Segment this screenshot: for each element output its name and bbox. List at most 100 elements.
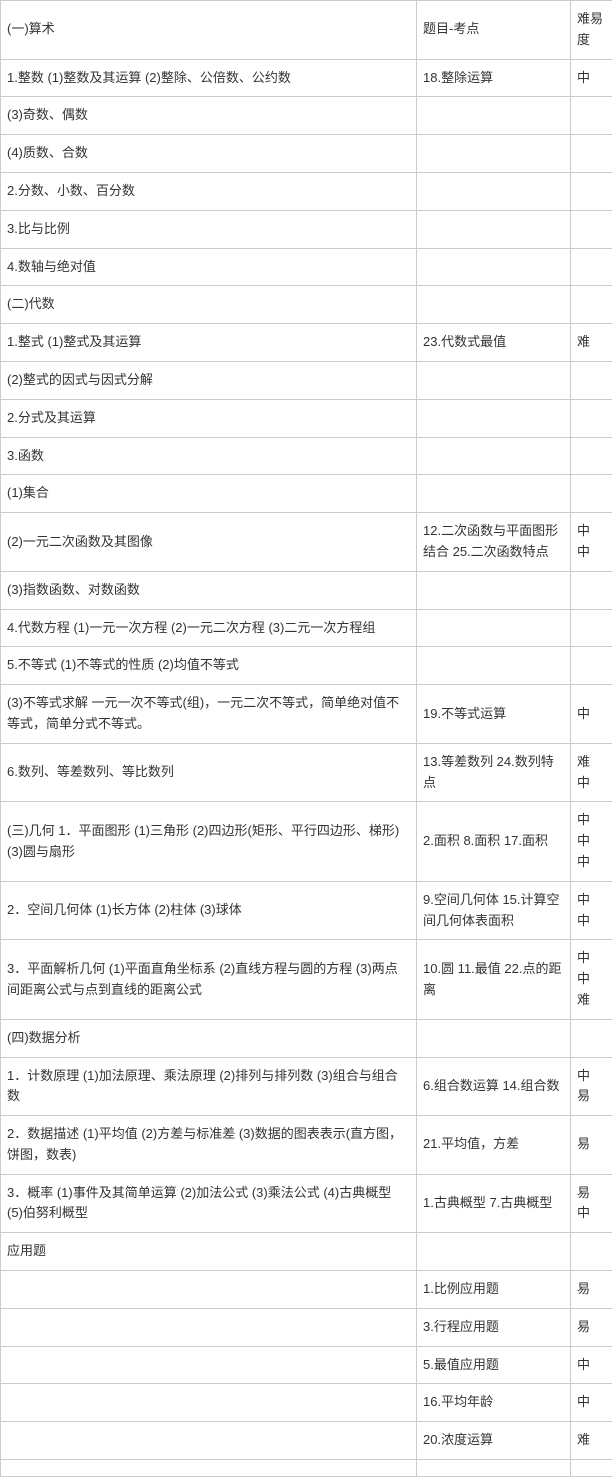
table-row: 5.最值应用题中 — [1, 1346, 612, 1384]
cell-difficulty — [571, 609, 612, 647]
cell-difficulty — [571, 248, 612, 286]
cell-question: 10.圆 11.最值 22.点的距离 — [417, 940, 571, 1019]
table-row: 4.代数方程 (1)一元一次方程 (2)一元二次方程 (3)二元一次方程组 — [1, 609, 612, 647]
cell-topic — [1, 1422, 417, 1460]
cell-topic — [1, 1308, 417, 1346]
cell-topic: 1．计数原理 (1)加法原理、乘法原理 (2)排列与排列数 (3)组合与组合数 — [1, 1057, 417, 1116]
cell-question: 2.面积 8.面积 17.面积 — [417, 802, 571, 881]
table-body: (一)算术题目-考点难易度1.整数 (1)整数及其运算 (2)整除、公倍数、公约… — [1, 1, 612, 1477]
cell-question: 6.组合数运算 14.组合数 — [417, 1057, 571, 1116]
cell-difficulty: 易 — [571, 1308, 612, 1346]
cell-question — [417, 647, 571, 685]
cell-topic: 1.整式 (1)整式及其运算 — [1, 324, 417, 362]
cell-topic — [1, 1384, 417, 1422]
cell-question: 13.等差数列 24.数列特点 — [417, 743, 571, 802]
cell-question: 18.整除运算 — [417, 59, 571, 97]
cell-difficulty: 难 — [571, 1422, 612, 1460]
cell-difficulty — [571, 1460, 612, 1477]
cell-question: 1.古典概型 7.古典概型 — [417, 1174, 571, 1233]
cell-difficulty: 中 — [571, 1346, 612, 1384]
table-row: 2.分式及其运算 — [1, 399, 612, 437]
table-row: 4.数轴与绝对值 — [1, 248, 612, 286]
table-row: (2)一元二次函数及其图像12.二次函数与平面图形结合 25.二次函数特点中 中 — [1, 513, 612, 572]
cell-topic: 3．平面解析几何 (1)平面直角坐标系 (2)直线方程与圆的方程 (3)两点间距… — [1, 940, 417, 1019]
cell-topic: (1)集合 — [1, 475, 417, 513]
cell-topic: 3.函数 — [1, 437, 417, 475]
cell-question: 3.行程应用题 — [417, 1308, 571, 1346]
cell-difficulty — [571, 1019, 612, 1057]
cell-difficulty — [571, 135, 612, 173]
cell-question — [417, 1019, 571, 1057]
table-row — [1, 1460, 612, 1477]
cell-difficulty — [571, 286, 612, 324]
cell-difficulty — [571, 571, 612, 609]
cell-question: 16.平均年龄 — [417, 1384, 571, 1422]
cell-difficulty — [571, 1233, 612, 1271]
cell-topic: 2．数据描述 (1)平均值 (2)方差与标准差 (3)数据的图表表示(直方图，饼… — [1, 1116, 417, 1175]
cell-question — [417, 286, 571, 324]
table-row: 2．数据描述 (1)平均值 (2)方差与标准差 (3)数据的图表表示(直方图，饼… — [1, 1116, 612, 1175]
cell-difficulty: 中 中 — [571, 513, 612, 572]
cell-topic: (一)算术 — [1, 1, 417, 60]
cell-question — [417, 437, 571, 475]
cell-topic: 6.数列、等差数列、等比数列 — [1, 743, 417, 802]
cell-topic: 应用题 — [1, 1233, 417, 1271]
cell-difficulty — [571, 647, 612, 685]
cell-topic: 2.分数、小数、百分数 — [1, 172, 417, 210]
table-row: 3．平面解析几何 (1)平面直角坐标系 (2)直线方程与圆的方程 (3)两点间距… — [1, 940, 612, 1019]
table-row: 3.行程应用题易 — [1, 1308, 612, 1346]
table-row: (2)整式的因式与因式分解 — [1, 361, 612, 399]
table-row: 1.比例应用题易 — [1, 1271, 612, 1309]
table-row: 20.浓度运算难 — [1, 1422, 612, 1460]
cell-topic: (2)一元二次函数及其图像 — [1, 513, 417, 572]
table-row: 应用题 — [1, 1233, 612, 1271]
cell-question: 5.最值应用题 — [417, 1346, 571, 1384]
cell-topic: (3)指数函数、对数函数 — [1, 571, 417, 609]
cell-topic — [1, 1460, 417, 1477]
table-row: 6.数列、等差数列、等比数列13.等差数列 24.数列特点难 中 — [1, 743, 612, 802]
table-row: (3)奇数、偶数 — [1, 97, 612, 135]
syllabus-table: (一)算术题目-考点难易度1.整数 (1)整数及其运算 (2)整除、公倍数、公约… — [0, 0, 612, 1477]
cell-difficulty — [571, 210, 612, 248]
table-row: (3)指数函数、对数函数 — [1, 571, 612, 609]
table-row: 16.平均年龄中 — [1, 1384, 612, 1422]
cell-question — [417, 135, 571, 173]
cell-difficulty: 难 中 — [571, 743, 612, 802]
cell-difficulty: 难易度 — [571, 1, 612, 60]
table-row: 3．概率 (1)事件及其简单运算 (2)加法公式 (3)乘法公式 (4)古典概型… — [1, 1174, 612, 1233]
cell-difficulty: 中 中 — [571, 881, 612, 940]
cell-question: 12.二次函数与平面图形结合 25.二次函数特点 — [417, 513, 571, 572]
cell-difficulty — [571, 399, 612, 437]
table-row: 5.不等式 (1)不等式的性质 (2)均值不等式 — [1, 647, 612, 685]
cell-question — [417, 210, 571, 248]
cell-question — [417, 571, 571, 609]
cell-question — [417, 97, 571, 135]
cell-topic: (四)数据分析 — [1, 1019, 417, 1057]
table-row: 2．空间几何体 (1)长方体 (2)柱体 (3)球体9.空间几何体 15.计算空… — [1, 881, 612, 940]
table-row: (一)算术题目-考点难易度 — [1, 1, 612, 60]
cell-difficulty: 中 中 中 — [571, 802, 612, 881]
cell-topic: 3．概率 (1)事件及其简单运算 (2)加法公式 (3)乘法公式 (4)古典概型… — [1, 1174, 417, 1233]
table-row: (3)不等式求解 一元一次不等式(组)，一元二次不等式，简单绝对值不等式，简单分… — [1, 685, 612, 744]
table-row: (三)几何 1．平面图形 (1)三角形 (2)四边形(矩形、平行四边形、梯形) … — [1, 802, 612, 881]
cell-difficulty: 中 — [571, 685, 612, 744]
cell-difficulty — [571, 475, 612, 513]
cell-question — [417, 609, 571, 647]
table-row: 2.分数、小数、百分数 — [1, 172, 612, 210]
cell-difficulty: 易 — [571, 1116, 612, 1175]
cell-question: 题目-考点 — [417, 1, 571, 60]
cell-question: 1.比例应用题 — [417, 1271, 571, 1309]
cell-question: 19.不等式运算 — [417, 685, 571, 744]
cell-difficulty: 易 — [571, 1271, 612, 1309]
cell-difficulty: 中 中 难 — [571, 940, 612, 1019]
cell-difficulty — [571, 361, 612, 399]
cell-topic: 1.整数 (1)整数及其运算 (2)整除、公倍数、公约数 — [1, 59, 417, 97]
table-row: 3.比与比例 — [1, 210, 612, 248]
cell-topic: (4)质数、合数 — [1, 135, 417, 173]
cell-question — [417, 172, 571, 210]
cell-difficulty: 易 中 — [571, 1174, 612, 1233]
cell-difficulty: 中 — [571, 59, 612, 97]
table-row: (四)数据分析 — [1, 1019, 612, 1057]
cell-topic: 4.数轴与绝对值 — [1, 248, 417, 286]
cell-topic: 2.分式及其运算 — [1, 399, 417, 437]
